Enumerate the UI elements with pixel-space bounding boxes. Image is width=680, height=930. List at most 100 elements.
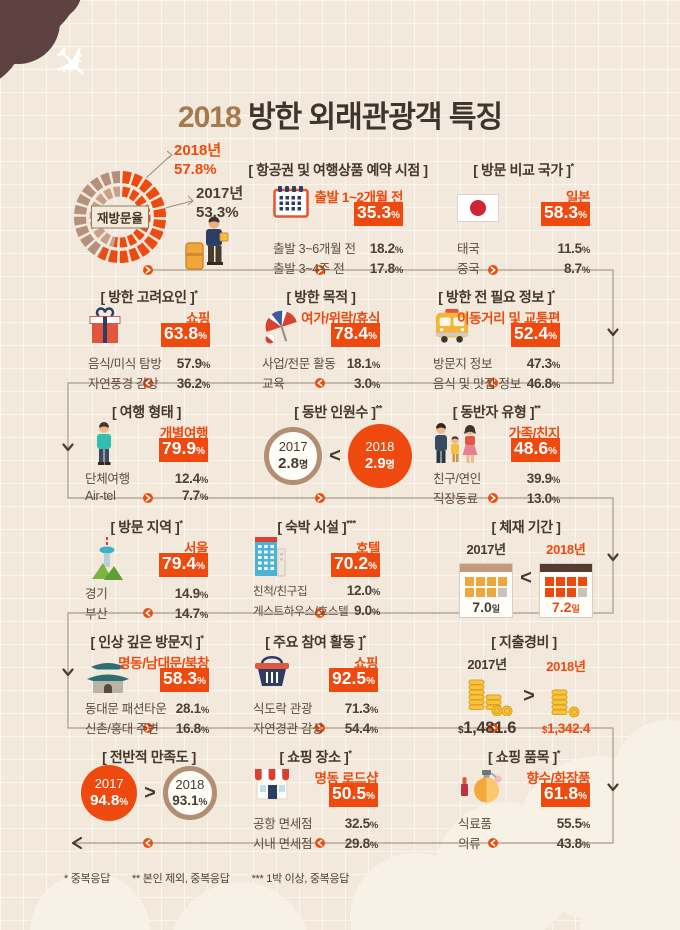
sub-stat: 식료품 55.5% xyxy=(458,816,590,831)
section-title: [ 체재 기간 ] xyxy=(491,519,561,535)
sub-stat: 음식 및 맛집 정보 46.8% xyxy=(433,376,560,391)
main-label: 쇼핑 xyxy=(353,656,378,671)
main-label: 명동/남대문/북창 xyxy=(118,656,209,671)
section-title: [ 지출경비 ] xyxy=(491,634,557,650)
sub-stat: 방문지 정보 47.3% xyxy=(433,356,560,371)
title-year: 2018 xyxy=(177,101,242,134)
sub-stat: 사업/전문 활동 18.1% xyxy=(262,356,380,371)
stay-2018: 2018년 7.2일 xyxy=(538,539,593,618)
japan-flag-icon xyxy=(457,194,499,222)
calendar-2017-icon: 7.0일 xyxy=(459,563,514,618)
revisit-2018-callout: 2018년 57.8% xyxy=(174,142,222,178)
cloud-shapes xyxy=(30,720,680,930)
main-value: 78.4% xyxy=(331,323,380,347)
sub-stat: Air-tel 7.7% xyxy=(85,488,208,503)
section-title: [ 동반 인원수 ]** xyxy=(294,403,382,420)
sub-stat: 음식/미식 탐방 57.9% xyxy=(88,356,210,371)
section-compare-country: [ 방문 비교 국가 ]* 일본 58.3% 태국 11.5% 중국 8.7% xyxy=(457,160,590,278)
main-value: 52.4% xyxy=(511,323,560,347)
bus-icon xyxy=(433,307,471,345)
sub-stat: 친척/친구집 12.0% xyxy=(253,583,380,598)
comparator: > xyxy=(144,781,156,804)
coins-icon xyxy=(551,689,580,718)
section-consideration: [ 방한 고려요인 ]* 쇼핑 63.8% 음식/미식 탐방 57.9% 자연풍경… xyxy=(88,287,210,393)
revisit-rate-label: 재방문율 xyxy=(90,205,150,229)
section-needed-info: [ 방한 전 필요 정보 ]* 이동거리 및 교통편 52.4% 방문지 정보 4… xyxy=(433,287,560,393)
sub-stat: 출발 3~6개월 전 18.2% xyxy=(273,241,403,256)
section-region: [ 방문 지역 ]* 서울 79.4% 경기 14.9% 부산 14.7% xyxy=(85,517,208,623)
section-title: [ 여행 형태 ] xyxy=(112,404,181,420)
footnote: * 중복응답 ** 본인 제외, 중복응답 *** 1박 이상, 중복응답 xyxy=(64,873,350,885)
section-title: [ 쇼핑 품목 ]* xyxy=(487,748,561,765)
main-value: 63.8% xyxy=(161,323,210,347)
section-lodging: [ 숙박 시설 ]*** 호텔 70.2 xyxy=(253,517,380,623)
sub-stat: 자연풍경 감상 36.2% xyxy=(88,376,210,391)
main-value: 58.3% xyxy=(160,668,209,692)
sub-stat: 시내 면세점 29.8% xyxy=(253,836,378,851)
main-label: 이동거리 및 교통편 xyxy=(457,311,560,326)
basket-icon xyxy=(253,652,291,688)
main-label: 여가/위락/휴식 xyxy=(301,311,380,326)
section-shopping-items: [ 쇼핑 품목 ]* 향수/화장품 61.8% 식료품 55.5% 의류 43.8% xyxy=(458,747,590,853)
page-title: 2018 방한 외래관광객 특징 xyxy=(0,92,680,136)
main-value: 92.5% xyxy=(329,668,378,692)
sub-stat: 신촌/홍대 주변 16.8% xyxy=(85,721,209,736)
corner-cloud xyxy=(0,0,81,79)
main-value: 50.5% xyxy=(329,783,378,807)
main-value: 70.2% xyxy=(331,553,380,577)
main-value: 58.3% xyxy=(541,202,590,226)
section-satisfaction: [ 전반적 만족도 ] 2017 94.8% > 2018 93.1% xyxy=(80,747,218,821)
main-label: 가족/친지 xyxy=(508,426,561,441)
main-label: 개별여행 xyxy=(159,426,208,441)
section-companion-count: [ 동반 인원수 ]** 2017 2.8명 < 2018 2.9명 xyxy=(258,402,418,488)
sub-stat: 경기 14.9% xyxy=(85,586,208,601)
sub-stat: 동대문 패션타운 28.1% xyxy=(85,701,209,716)
perfume-icon xyxy=(458,767,504,805)
coins-icon xyxy=(468,679,513,716)
section-title: [ 주요 참여 활동 ]* xyxy=(265,633,366,650)
section-expenses: [ 지출경비 ] 2017년 $1,481.6 xyxy=(446,632,602,738)
main-value: 61.8% xyxy=(541,783,590,807)
sub-stat: 중국 8.7% xyxy=(457,261,590,276)
stay-2017: 2017년 7.0일 xyxy=(459,539,514,618)
sub-stat: 게스트하우스/호스텔 9.0% xyxy=(253,603,380,618)
revisit-2017-callout: 2017년 53.3% xyxy=(196,185,244,221)
section-purpose: [ 방한 목적 ] 여가/위락/휴식 78.4% 사 xyxy=(262,287,380,393)
calendar-2018-icon: 7.2일 xyxy=(538,563,593,618)
section-title: [ 항공권 및 여행상품 예약 시점 ] xyxy=(248,162,428,178)
companions-2018-circle: 2018 2.9명 xyxy=(347,424,412,488)
spend-2018: 2018년 $1,342.4 xyxy=(541,659,591,736)
seoul-tower-icon xyxy=(91,537,123,582)
sub-stat: 출발 3~4주 전 17.8% xyxy=(273,261,403,276)
sub-stat: 식도락 관광 71.3% xyxy=(253,701,378,716)
section-title: [ 방한 전 필요 정보 ]* xyxy=(438,288,555,305)
sub-stat: 태국 11.5% xyxy=(457,241,590,256)
gift-icon xyxy=(88,307,122,345)
comparator: < xyxy=(329,444,341,467)
comparator: > xyxy=(523,684,535,707)
section-title: [ 방한 목적 ] xyxy=(286,289,356,305)
main-label: 명동 로드샵 xyxy=(314,771,379,786)
building-icon xyxy=(253,537,287,577)
section-stay-duration: [ 체재 기간 ] 2017년 7.0일 < 2018년 xyxy=(452,517,600,618)
main-value: 79.9% xyxy=(159,438,208,462)
main-label: 서울 xyxy=(183,541,208,556)
satisfaction-2018-circle: 2018 93.1% xyxy=(162,766,217,820)
satisfaction-2017-circle: 2017 94.8% xyxy=(81,765,138,821)
section-memorable-places: [ 인상 깊은 방문지 ]* 명동/남대문/북창 58.3% 동대문 패션타운 2… xyxy=(85,632,209,738)
comparator: < xyxy=(520,567,532,589)
family-icon xyxy=(433,422,479,466)
section-shopping-place: [ 쇼핑 장소 ]* xyxy=(253,747,378,853)
section-title: [ 방한 고려요인 ]* xyxy=(100,288,198,305)
main-label: 쇼핑 xyxy=(185,311,210,326)
gate-icon xyxy=(85,658,131,694)
calendar-icon xyxy=(273,186,309,218)
section-title: [ 방문 지역 ]* xyxy=(110,518,183,535)
sub-stat: 친구/연인 39.9% xyxy=(433,471,560,486)
main-label: 출발 1~2개월 전 xyxy=(314,190,403,205)
title-text: 방한 외래관광객 특징 xyxy=(248,101,503,134)
section-title: [ 동반자 유형 ]** xyxy=(452,403,541,420)
main-value: 48.6% xyxy=(511,438,560,462)
section-title: [ 인상 깊은 방문지 ]* xyxy=(90,633,204,650)
